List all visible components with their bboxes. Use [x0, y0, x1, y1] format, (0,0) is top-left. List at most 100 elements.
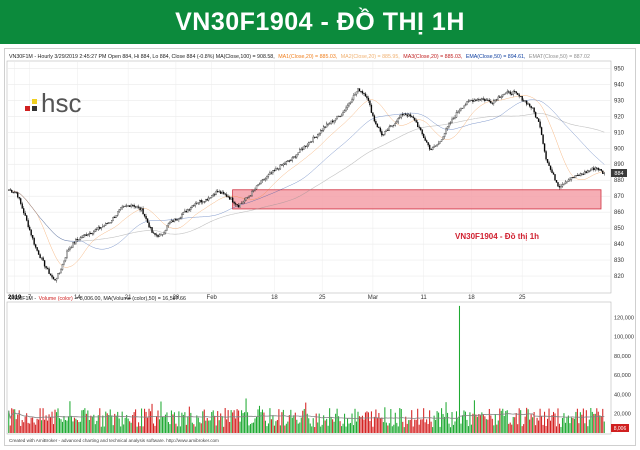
candle-body: [391, 125, 393, 127]
candle-body: [187, 209, 189, 213]
volume-bar: [536, 417, 538, 433]
volume-bar: [435, 419, 437, 433]
volume-bar: [372, 426, 374, 433]
candle-body: [24, 212, 26, 216]
candle-body: [596, 167, 598, 169]
candle-body: [167, 223, 170, 226]
volume-bar: [61, 421, 63, 433]
candle-body: [451, 118, 453, 123]
volume-bar: [115, 415, 117, 433]
price-tick-label: 880: [614, 178, 625, 184]
candle-body: [30, 229, 32, 236]
candle-body: [66, 250, 68, 258]
volume-bar: [297, 423, 299, 433]
volume-bar: [458, 305, 461, 433]
candle-body: [121, 206, 123, 208]
price-panel[interactable]: [6, 60, 612, 294]
volume-bar: [47, 420, 49, 433]
volume-bar: [364, 412, 366, 433]
volume-bar: [279, 425, 281, 433]
svg-text:884: 884: [614, 171, 623, 177]
candle-body: [548, 162, 550, 166]
candle-body: [318, 133, 320, 135]
volume-bar: [505, 411, 507, 433]
volume-bar: [17, 414, 19, 433]
volume-bar: [333, 421, 335, 433]
volume-bar: [263, 412, 265, 433]
candle-body: [115, 215, 117, 218]
volume-bar: [533, 412, 535, 433]
candle-body: [51, 275, 53, 278]
candle-body: [325, 123, 328, 128]
candle-body: [46, 267, 49, 269]
price-y-axis: 820 830 840 850 860 870 880 890 900 910 920 930 940 9…: [614, 66, 625, 280]
candle-body: [373, 115, 376, 122]
candle-body: [309, 141, 311, 143]
candle-body: [409, 114, 411, 117]
candle-body: [39, 254, 41, 259]
volume-bar: [396, 422, 398, 433]
volume-bar: [366, 411, 368, 433]
volume-bar: [39, 408, 41, 433]
volume-bar: [575, 411, 577, 433]
amibroker-chart[interactable]: 820 830 840 850 860 870 880 890 900 910 920 930 940 9…: [5, 49, 635, 445]
candle-body: [490, 100, 492, 104]
candle-body: [328, 123, 331, 125]
candle-body: [278, 168, 280, 170]
volume-bar: [478, 414, 480, 433]
candle-body: [433, 146, 435, 148]
volume-bar: [18, 410, 20, 433]
volume-bar: [229, 421, 231, 433]
candle-body: [128, 205, 131, 207]
candle-body: [466, 101, 468, 105]
candle-body: [272, 170, 274, 174]
volume-bar: [454, 421, 456, 433]
candle-body: [227, 196, 229, 198]
candle-body: [69, 247, 71, 251]
candle-body: [209, 197, 211, 199]
volume-bar: [148, 408, 150, 433]
candle-body: [367, 97, 370, 101]
candle-body: [85, 234, 88, 236]
volume-bar: [300, 417, 302, 433]
volume-bar: [308, 418, 310, 433]
volume-bar: [185, 424, 187, 433]
candle-body: [18, 196, 20, 199]
volume-bar: [555, 426, 558, 433]
volume-bar: [557, 408, 559, 433]
candle-body: [339, 115, 341, 117]
candle-body: [282, 163, 285, 166]
candle-body: [600, 169, 602, 171]
volume-bar: [542, 424, 544, 433]
candle-body: [375, 121, 377, 125]
candle-body: [314, 136, 316, 138]
candle-body: [340, 114, 343, 117]
volume-bar: [594, 413, 596, 433]
candle-body: [263, 179, 265, 181]
candle-body: [396, 121, 398, 124]
candle-body: [431, 147, 434, 151]
candle-body: [394, 123, 396, 126]
candle-body: [397, 118, 399, 123]
candle-body: [324, 126, 326, 128]
volume-bar: [357, 411, 359, 433]
volume-bar: [126, 414, 128, 433]
candle-body: [11, 190, 13, 193]
volume-panel[interactable]: [6, 301, 612, 435]
candle-body: [288, 160, 291, 162]
candle-body: [527, 103, 529, 105]
volume-bar: [576, 408, 578, 433]
volume-bar: [144, 408, 146, 433]
volume-bar: [561, 418, 563, 433]
volume-bar: [203, 409, 205, 433]
volume-bar: [187, 416, 189, 433]
volume-bar: [430, 421, 432, 433]
candle-body: [84, 234, 86, 236]
volume-bar: [391, 426, 393, 433]
volume-bar: [200, 423, 202, 433]
volume-bar: [603, 421, 605, 433]
candle-body: [261, 179, 264, 181]
price-info-main: VN30F1M - Hourly 3/29/2019 2:45:27 PM Op…: [9, 54, 275, 60]
volume-bar: [278, 409, 280, 433]
candle-body: [515, 91, 517, 94]
